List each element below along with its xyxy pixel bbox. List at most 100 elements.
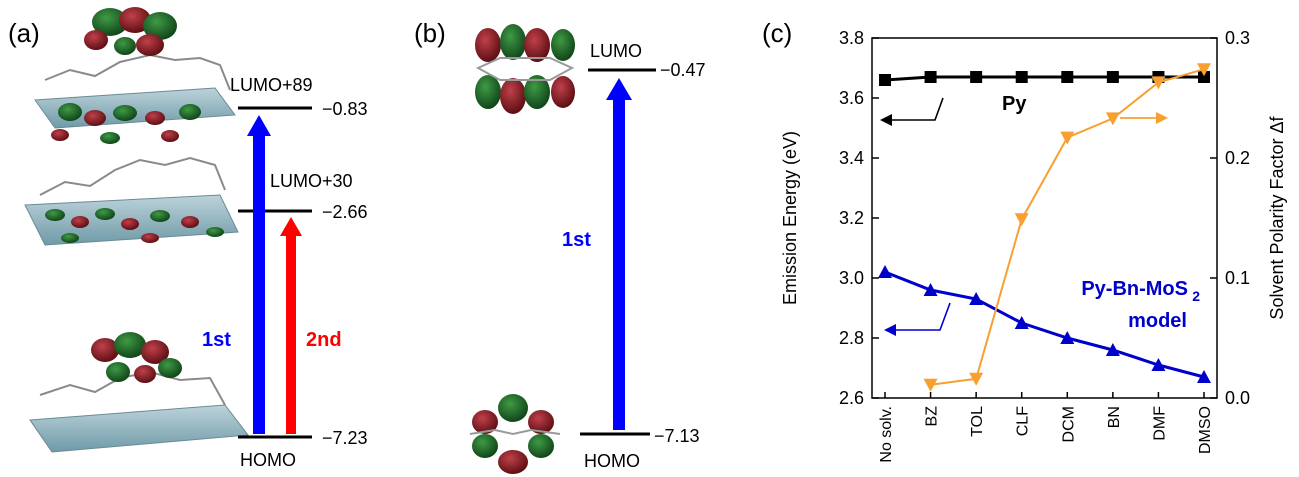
orbital-lobe-red <box>498 450 528 474</box>
orbital-lobe-green <box>179 104 201 120</box>
data-point-triangle <box>878 265 892 278</box>
x-tick-label: DMF <box>1151 406 1168 441</box>
slab-shape <box>29 404 249 453</box>
molecule-skeleton <box>475 57 575 81</box>
level-energy-lumo30: −2.66 <box>322 202 368 222</box>
data-point-triangle <box>923 283 938 296</box>
data-point-square <box>970 71 983 83</box>
orbital-lobe-red <box>500 78 526 114</box>
orbital-lobe-green <box>150 210 170 222</box>
transition-arrow-head-2nd <box>280 217 302 236</box>
data-point-triangle-down <box>1197 63 1211 77</box>
y-tick-label: 3.8 <box>839 28 864 48</box>
model-series-label-line2: model <box>1128 310 1187 332</box>
orbital-lobe-red <box>472 410 498 434</box>
panel-c: (c) 2.6 2.8 3.0 3.2 3.4 3.6 3.8 0.0 0.1 0.2 0.3 No … <box>762 18 1287 463</box>
orbital-lobe-green <box>92 8 128 36</box>
orbital-lobe-green <box>472 434 498 458</box>
data-point-triangle <box>1014 316 1029 329</box>
x-tick-label: DMSO <box>1197 406 1214 454</box>
panel-b: (b) LUMO −0.47 HOMO −7.13 <box>414 18 706 474</box>
data-point-triangle <box>1105 343 1120 356</box>
orbital-lobe-green <box>114 37 136 55</box>
orbital-lobe-red <box>71 216 89 228</box>
model-series-label-subscript: 2 <box>1192 288 1200 304</box>
orbital-lobe-red <box>524 28 550 62</box>
molecule-skeleton <box>469 428 561 436</box>
panel-a-tag: (a) <box>8 18 40 48</box>
panel-c-tag: (c) <box>762 18 792 48</box>
orbital-lobe-green <box>551 29 575 61</box>
level-energy-lumo89: −0.83 <box>322 99 368 119</box>
orbital-lobe-green <box>45 209 65 221</box>
level-name-lumo30: LUMO+30 <box>270 171 353 191</box>
orbital-lobe-red <box>84 30 108 50</box>
x-tick-label: DCM <box>1060 406 1077 442</box>
series-line-1 <box>884 270 1205 379</box>
y-tick-label: 2.8 <box>839 328 864 348</box>
orbital-lobe-green <box>528 434 554 458</box>
orbital-lobe-green <box>206 227 224 237</box>
molecule-chain <box>39 156 226 196</box>
orbital-lobe-red <box>145 111 165 125</box>
orbital-lobe-green <box>498 394 528 422</box>
orbital-lobe-green <box>524 75 550 109</box>
transition-label-1st: 1st <box>202 329 231 351</box>
orbital-lobe-green <box>475 75 501 109</box>
y2-axis-title: Solvent Polarity Factor Δf <box>1267 115 1287 319</box>
axis-indicator-model <box>890 302 951 331</box>
orbital-lobe-green <box>113 105 137 121</box>
orbital-lobe-red <box>134 365 156 383</box>
orbital-lobe-green <box>143 12 177 40</box>
y2-tick-label: 0.2 <box>1225 148 1250 168</box>
data-point-triangle-down <box>1105 112 1120 126</box>
orbital-lobe-red <box>91 338 119 362</box>
data-point-square <box>1061 71 1074 83</box>
orbital-lobe-green <box>100 132 120 144</box>
y-tick-label: 3.4 <box>839 148 864 168</box>
y-tick-label: 3.6 <box>839 88 864 108</box>
y2-tick-label: 0.3 <box>1225 28 1250 48</box>
molecule-chain <box>44 53 231 91</box>
orbital-illustration-homo <box>29 332 249 453</box>
x-tick-label: CLF <box>1015 406 1032 436</box>
level-name-lumo: LUMO <box>590 41 642 61</box>
orbital-lobe-red <box>84 110 106 126</box>
model-series-label: Py-Bn-MoS <box>1081 278 1188 300</box>
transition-arrow-head-1st <box>606 78 632 100</box>
x-tick-label: No solv. <box>878 406 895 463</box>
orbital-lobe-red <box>141 233 159 243</box>
emission-energy-chart: 2.6 2.8 3.0 3.2 3.4 3.6 3.8 0.0 0.1 0.2 0.3 No solv… <box>780 28 1287 463</box>
transition-label-1st: 1st <box>562 229 591 251</box>
level-name-lumo89: LUMO+89 <box>230 75 313 95</box>
data-point-square <box>1015 71 1028 83</box>
py-series-label: Py <box>1002 93 1027 115</box>
orbital-lobe-red <box>161 130 179 142</box>
orbital-lobe-green <box>58 103 82 121</box>
orbital-lobe-red <box>141 340 169 364</box>
orbital-lobe-green <box>95 208 115 220</box>
transition-arrow-head-1st <box>247 115 271 136</box>
axis-indicator-polarity-head <box>1156 112 1168 124</box>
orbital-illustration-homo-py <box>469 394 561 474</box>
orbital-lobe-red <box>551 76 575 108</box>
orbital-lobe-red <box>528 410 554 434</box>
data-point-triangle <box>1151 358 1166 371</box>
axis-indicator-py <box>885 97 944 121</box>
data-point-square <box>879 74 891 86</box>
orbital-illustration-lumo89 <box>34 7 236 144</box>
transition-arrow-shaft-2nd <box>286 234 296 434</box>
data-point-triangle-down <box>969 372 984 386</box>
data-point-triangle-down <box>1151 76 1166 90</box>
level-energy-homo: −7.23 <box>322 428 368 448</box>
orbital-lobe-red <box>119 7 151 33</box>
orbital-lobe-green <box>61 233 79 243</box>
orbital-lobe-green <box>114 332 146 358</box>
panel-b-tag: (b) <box>414 18 446 48</box>
axis-indicator-model-head <box>884 324 896 336</box>
series-line-0 <box>884 75 1204 82</box>
data-point-triangle <box>1060 331 1075 344</box>
orbital-lobe-red <box>51 129 69 141</box>
molecule-chain <box>39 370 226 406</box>
